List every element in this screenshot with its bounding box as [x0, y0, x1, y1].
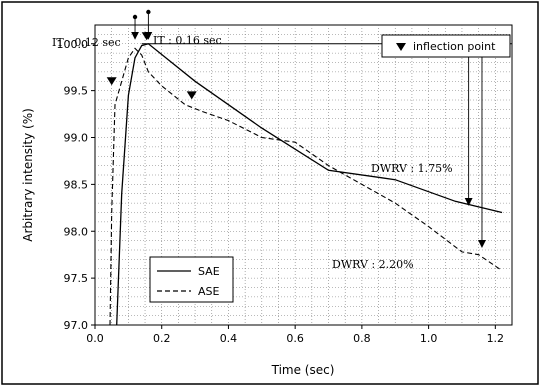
x-tick-label: 0.0: [86, 332, 104, 345]
series-line-sae: [116, 43, 503, 326]
x-tick-label: 1.0: [420, 332, 438, 345]
inflection-legend: inflection point: [381, 34, 511, 58]
inflection-legend-label: inflection point: [413, 40, 496, 53]
y-tick-label: 98.5: [64, 178, 89, 191]
inflection-marker: [186, 91, 197, 100]
it-label-right: IT : 0.16 sec: [153, 34, 222, 47]
series-line-ase: [109, 47, 503, 326]
series-legend-box: [149, 256, 234, 303]
y-tick-label: 98.0: [64, 225, 89, 238]
series-layer: [109, 43, 503, 326]
y-tick-label: 97.0: [64, 319, 89, 332]
x-tick-label: 1.2: [487, 332, 505, 345]
x-tick-label: 0.4: [220, 332, 238, 345]
y-axis-title: Arbitrary intensity (%): [21, 108, 35, 242]
y-ticks: 97.0 97.5 98.0 98.5 99.0 99.5 100.0: [57, 38, 95, 332]
dwrv-ase-label: DWRV : 2.20%: [332, 258, 414, 271]
dwrv-sae-label: DWRV : 1.75%: [371, 162, 453, 175]
x-tick-label: 0.2: [153, 332, 171, 345]
x-tick-label: 0.8: [353, 332, 371, 345]
y-tick-label: 97.5: [64, 272, 89, 285]
inflection-legend-box: [381, 34, 511, 58]
y-tick-label: 99.0: [64, 132, 89, 145]
inflection-legend-marker: [396, 43, 406, 51]
y-tick-label: 99.5: [64, 85, 89, 98]
x-tick-label: 0.6: [286, 332, 304, 345]
series-legend: SAE ASE: [149, 256, 234, 303]
x-axis-title: Time (sec): [271, 363, 335, 377]
x-ticks: 0.0 0.2 0.4 0.6 0.8 1.0 1.2: [86, 325, 504, 345]
legend-label-ase: ASE: [198, 285, 220, 298]
annotation-arrows: [131, 9, 486, 248]
y-tick-label: 100.0: [57, 38, 89, 51]
legend-label-sae: SAE: [198, 265, 220, 278]
it-label-left: IT : 0.12 sec: [52, 36, 121, 49]
inflection-marker: [106, 77, 117, 86]
